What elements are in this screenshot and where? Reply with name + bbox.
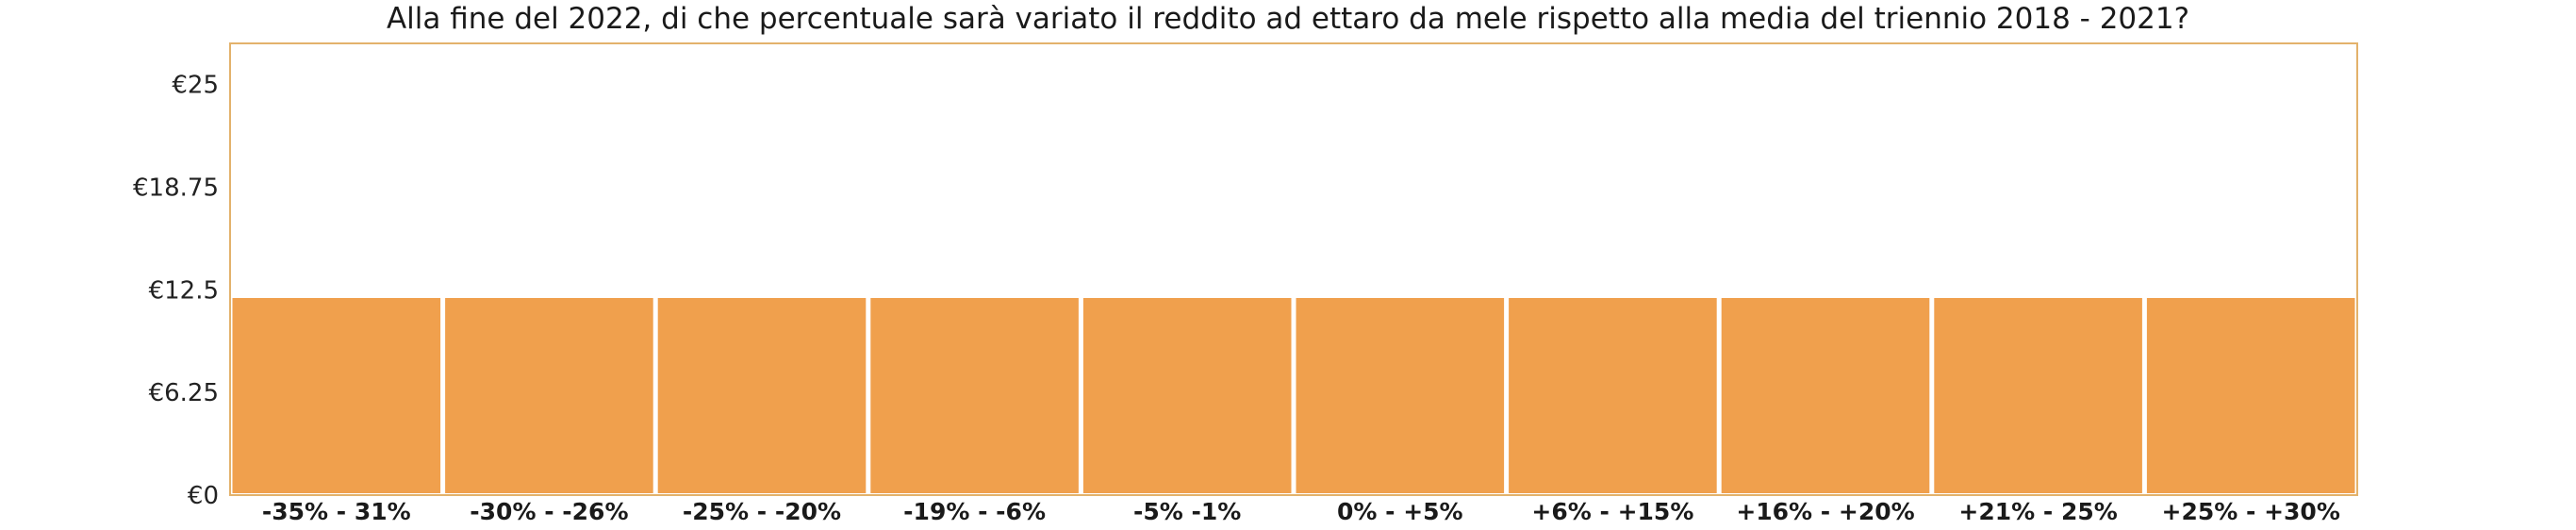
- bar-9: [1934, 297, 2142, 493]
- y-tick-label: €6.25: [149, 379, 219, 407]
- bar-3: [657, 297, 867, 493]
- y-axis-ticks: €0 €6.25 €12.5 €18.75 €25: [133, 72, 219, 510]
- x-tick-label: 0% - +5%: [1337, 498, 1463, 525]
- x-tick-label: -25% - -20%: [683, 498, 841, 525]
- bar-4: [870, 297, 1079, 493]
- bars-group: [232, 297, 2355, 493]
- bar-5: [1082, 297, 1292, 493]
- x-tick-label: +16% - +20%: [1736, 498, 1914, 525]
- x-tick-label: -30% - -26%: [470, 498, 628, 525]
- bar-2: [445, 297, 653, 493]
- y-tick-label: €0: [188, 482, 219, 510]
- bar-7: [1509, 297, 1717, 493]
- x-tick-label: -19% - -6%: [903, 498, 1046, 525]
- chart-title: Alla fine del 2022, di che percentuale s…: [386, 2, 2190, 36]
- y-tick-label: €25: [172, 72, 219, 100]
- bar-10: [2146, 297, 2355, 493]
- bar-6: [1296, 297, 1505, 493]
- x-tick-label: +25% - +30%: [2162, 498, 2340, 525]
- x-axis-labels: -35% - 31% -30% - -26% -25% - -20% -19% - -…: [262, 498, 2340, 525]
- x-tick-label: +6% - +15%: [1531, 498, 1693, 525]
- plot-frame: [229, 42, 2358, 496]
- y-tick-label: €18.75: [133, 174, 219, 202]
- x-tick-label: -35% - 31%: [262, 498, 411, 525]
- bar-8: [1721, 297, 1930, 493]
- x-tick-label: -5% -1%: [1133, 498, 1241, 525]
- y-tick-label: €12.5: [149, 276, 219, 305]
- x-tick-label: +21% - 25%: [1958, 498, 2117, 525]
- bar-1: [232, 297, 441, 493]
